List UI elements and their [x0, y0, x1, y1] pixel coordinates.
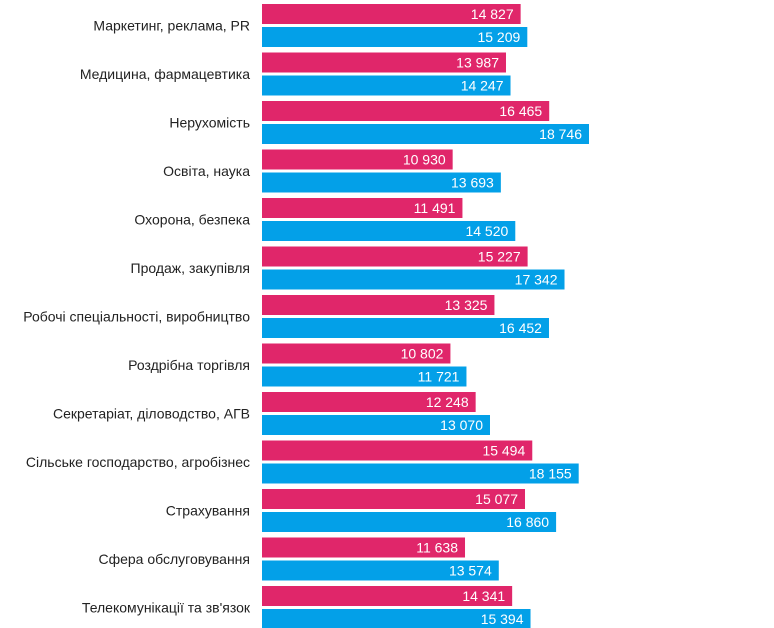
data-label: 14 247 [461, 78, 504, 94]
bar-series-2 [262, 463, 579, 484]
data-label: 15 494 [482, 443, 525, 459]
bar-series-1 [262, 4, 521, 24]
bar-series-2 [262, 318, 549, 338]
data-label: 14 827 [471, 6, 514, 22]
data-label: 13 693 [451, 175, 494, 191]
data-label: 17 342 [515, 272, 558, 288]
data-label: 13 325 [445, 297, 488, 313]
data-label: 10 930 [403, 152, 446, 168]
bar-series-1 [262, 392, 476, 412]
data-label: 13 070 [440, 417, 483, 433]
data-label: 16 465 [499, 103, 542, 119]
data-label: 13 987 [456, 55, 499, 71]
data-label: 11 638 [416, 540, 458, 556]
bar-series-1 [262, 52, 506, 73]
data-label: 16 452 [499, 320, 542, 336]
data-label: 15 077 [475, 491, 518, 507]
category-label: Робочі спеціальності, виробництво [23, 309, 250, 325]
data-label: 18 155 [529, 466, 572, 482]
bar-series-1 [262, 101, 550, 121]
category-label: Охорона, безпека [134, 212, 250, 228]
category-label: Медицина, фармацевтика [80, 66, 250, 82]
bar-series-1 [262, 537, 466, 558]
category-label: Секретаріат, діловодство, АГВ [53, 406, 250, 422]
data-label: 18 746 [539, 126, 582, 142]
bar-series-2 [262, 221, 516, 241]
data-label: 15 227 [478, 249, 521, 265]
category-label: Сільське господарство, агробізнес [26, 454, 250, 470]
category-label: Страхування [166, 503, 250, 519]
bar-series-2 [262, 512, 557, 532]
data-label: 15 394 [481, 611, 524, 627]
bar-series-2 [262, 366, 467, 387]
bar-series-1 [262, 586, 513, 606]
category-label: Нерухомість [169, 115, 250, 131]
category-label: Освіта, наука [163, 163, 250, 179]
data-label: 12 248 [426, 394, 469, 410]
bar-series-1 [262, 489, 525, 509]
data-label: 14 341 [462, 588, 505, 604]
bar-series-2 [262, 124, 589, 144]
bar-series-2 [262, 27, 528, 47]
category-label: Продаж, закупівля [131, 260, 250, 276]
bar-series-2 [262, 75, 511, 96]
bar-series-2 [262, 269, 565, 290]
bar-series-2 [262, 172, 501, 193]
category-label: Телекомунікації та зв'язок [82, 600, 251, 616]
bar-series-1 [262, 295, 495, 315]
data-label: 16 860 [506, 514, 549, 530]
data-label: 15 209 [477, 29, 520, 45]
data-label: 13 574 [449, 563, 492, 579]
bar-series-2 [262, 415, 490, 435]
bar-series-1 [262, 343, 451, 364]
category-label: Сфера обслуговування [98, 551, 250, 567]
category-label: Роздрібна торгівля [128, 357, 250, 373]
category-label: Маркетинг, реклама, PR [93, 18, 250, 34]
bar-series-1 [262, 149, 453, 170]
data-label: 10 802 [401, 346, 444, 362]
data-label: 11 721 [418, 369, 460, 385]
bar-series-2 [262, 609, 531, 628]
bar-series-1 [262, 246, 528, 267]
bar-series-1 [262, 198, 463, 218]
data-label: 11 491 [414, 200, 456, 216]
bar-series-2 [262, 560, 499, 581]
data-label: 14 520 [465, 223, 508, 239]
bar-series-1 [262, 440, 533, 461]
